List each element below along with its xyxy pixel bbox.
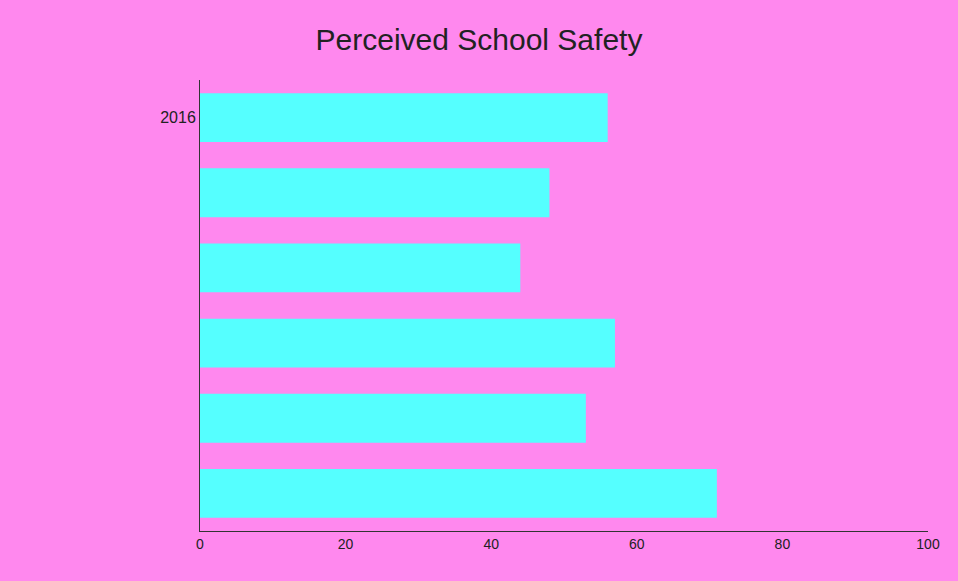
svg-text:60: 60: [629, 536, 645, 552]
svg-text:80: 80: [775, 536, 791, 552]
svg-text:2016: 2016: [160, 109, 196, 126]
svg-text:20: 20: [338, 536, 354, 552]
svg-text:Perceived School Safety: Perceived School Safety: [316, 23, 643, 56]
svg-text:100: 100: [916, 536, 940, 552]
svg-text:0: 0: [196, 536, 204, 552]
svg-text:40: 40: [483, 536, 499, 552]
